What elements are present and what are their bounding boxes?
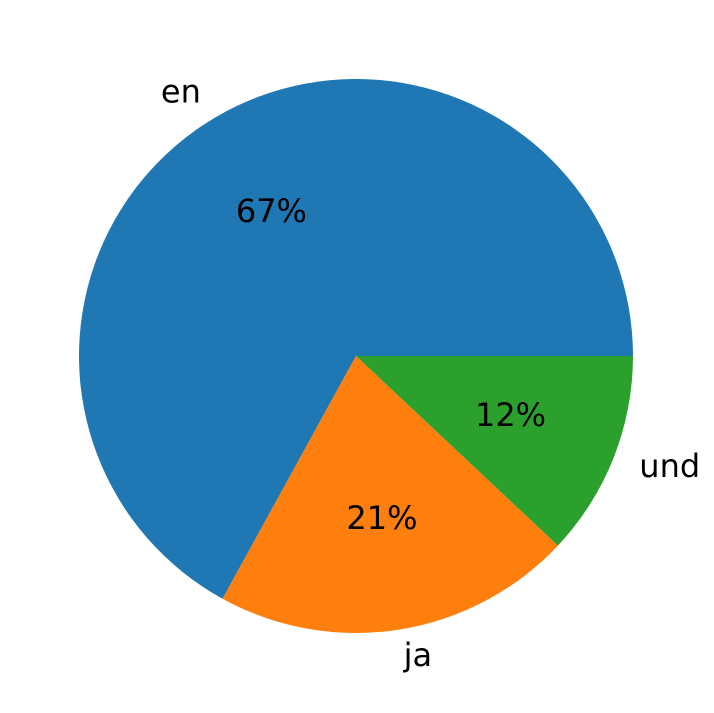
pie-slice <box>356 356 633 546</box>
slice-label: und <box>639 447 700 485</box>
pie-slice <box>78 79 634 599</box>
value-label: 21% <box>346 499 417 537</box>
slice-label: ja <box>403 636 433 674</box>
value-label: 12% <box>475 396 546 434</box>
pie-slice <box>222 356 558 633</box>
value-label: 67% <box>236 192 307 230</box>
slice-label: en <box>161 73 201 111</box>
